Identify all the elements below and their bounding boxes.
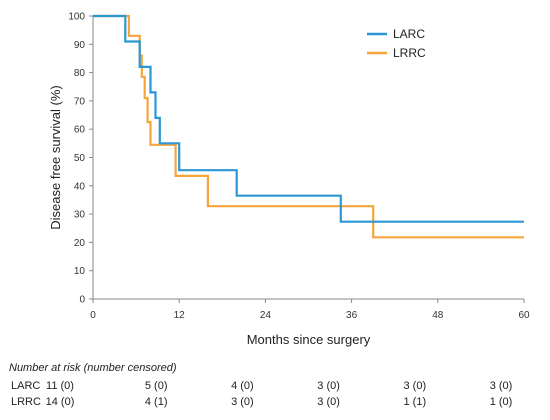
x-tick-label: 24 [260,310,272,321]
y-tick-label: 50 [74,153,86,164]
y-tick-label: 90 [74,40,86,51]
chart-series [93,14,524,239]
x-tick-label: 36 [346,310,358,321]
x-tick-label: 0 [90,310,96,321]
y-tick-label: 80 [74,68,86,79]
x-tick-label: 60 [518,310,530,321]
y-tick-label: 40 [74,181,86,192]
legend-label-lrrc: LRRC [393,46,426,60]
y-tick-label: 10 [74,266,86,277]
series-line-larc [93,14,524,223]
x-axis-title: Months since surgery [247,332,371,347]
series-line-lrrc [93,14,524,239]
legend-label-larc: LARC [393,27,425,41]
x-tick-label: 12 [174,310,186,321]
y-tick-label: 70 [74,96,86,107]
chart-legend: LARC LRRC [367,27,426,60]
chart-ticks: 0 10 20 30 40 50 60 70 80 90 100 0 12 24 36 48 60 [68,12,530,322]
x-tick-label: 48 [432,310,444,321]
y-tick-label: 60 [74,125,86,136]
y-tick-label: 0 [79,295,85,306]
y-tick-label: 100 [68,12,85,23]
y-tick-label: 20 [74,238,86,249]
y-tick-label: 30 [74,210,86,221]
y-axis-title: Disease free survival (%) [48,85,63,230]
chart-axes [92,16,524,300]
